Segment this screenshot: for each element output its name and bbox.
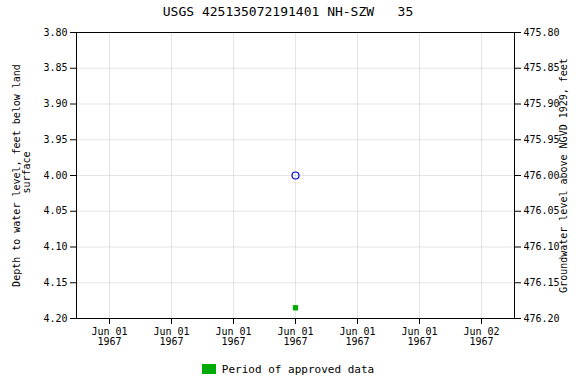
svg-text:475.85: 475.85 xyxy=(524,62,560,73)
svg-text:3.85: 3.85 xyxy=(43,62,67,73)
svg-text:Jun 011967: Jun 011967 xyxy=(153,326,189,347)
svg-text:475.90: 475.90 xyxy=(524,98,560,109)
svg-text:4.05: 4.05 xyxy=(43,205,67,216)
svg-text:476.20: 476.20 xyxy=(524,313,560,324)
svg-text:Jun 011967: Jun 011967 xyxy=(215,326,251,347)
svg-text:3.80: 3.80 xyxy=(43,27,67,38)
svg-text:4.00: 4.00 xyxy=(43,170,67,181)
svg-text:Jun 011967: Jun 011967 xyxy=(91,326,127,347)
svg-text:476.05: 476.05 xyxy=(524,205,560,216)
svg-text:476.15: 476.15 xyxy=(524,277,560,288)
svg-text:4.10: 4.10 xyxy=(43,241,67,252)
svg-text:Jun 011967: Jun 011967 xyxy=(401,326,437,347)
svg-text:4.20: 4.20 xyxy=(43,313,67,324)
svg-text:475.80: 475.80 xyxy=(524,27,560,38)
html-text:Period of approved data: Period of approved data xyxy=(221,362,375,376)
svg-text:3.95: 3.95 xyxy=(43,134,67,145)
svg-text:Jun 011967: Jun 011967 xyxy=(339,326,375,347)
svg-text:Jun 011967: Jun 011967 xyxy=(277,326,313,347)
html-text:USGS 425135072191401 NH-SZW 35: USGS 425135072191401 NH-SZW 35 xyxy=(162,4,414,19)
svg-text:3.90: 3.90 xyxy=(43,98,67,109)
svg-text:476.00: 476.00 xyxy=(524,170,560,181)
svg-text:475.95: 475.95 xyxy=(524,134,560,145)
svg-text:Groundwater level above NGVD 1: Groundwater level above NGVD 1929, feet xyxy=(558,58,569,293)
svg-text:Depth to water level, feet bel: Depth to water level, feet below land su… xyxy=(11,64,32,287)
svg-text:4.15: 4.15 xyxy=(43,277,67,288)
svg-text:476.10: 476.10 xyxy=(524,241,560,252)
svg-text:Jun 021967: Jun 021967 xyxy=(463,326,499,347)
